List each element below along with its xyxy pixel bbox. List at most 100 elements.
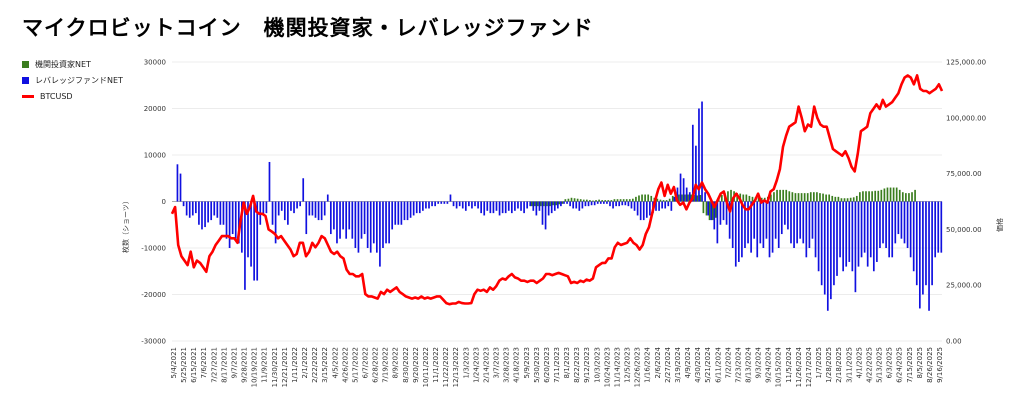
leveraged-bar — [507, 201, 510, 211]
leveraged-bar — [802, 201, 805, 244]
leveraged-bar — [449, 194, 452, 202]
leveraged-bar — [615, 201, 617, 207]
institutional-bar — [546, 201, 548, 207]
leveraged-bar — [823, 201, 826, 295]
leveraged-bar — [213, 201, 216, 216]
leveraged-bar — [179, 173, 182, 202]
leveraged-bar — [351, 201, 354, 239]
leveraged-bar — [826, 201, 829, 311]
leveraged-bar — [572, 201, 575, 209]
leveraged-bar — [790, 201, 792, 244]
chart-title: マイクロビットコイン 機関投資家・レバレッジファンド — [22, 16, 594, 40]
x-tick-label: 9/12/2023 — [583, 347, 591, 383]
institutional-bar — [898, 189, 901, 202]
x-tick-label: 3/15/2022 — [321, 347, 329, 383]
leveraged-bar — [333, 201, 335, 230]
institutional-bar — [757, 197, 760, 202]
leveraged-bar — [372, 201, 375, 244]
leveraged-bar — [317, 201, 320, 221]
leveraged-bar — [256, 201, 259, 281]
leveraged-bar — [774, 201, 777, 239]
leveraged-bar — [323, 201, 326, 216]
leveraged-bar — [415, 201, 418, 214]
x-tick-label: 6/11/2024 — [714, 346, 722, 382]
leveraged-bar — [247, 201, 249, 258]
legend-label-leveraged: レバレッジファンドNET — [35, 75, 123, 85]
leveraged-bar — [682, 178, 685, 202]
leveraged-bar — [388, 201, 390, 244]
x-tick-label: 11/22/2022 — [442, 347, 450, 387]
leveraged-bar — [422, 201, 424, 211]
leveraged-bar — [222, 201, 225, 225]
leveraged-bar — [906, 201, 909, 248]
leveraged-bar — [544, 201, 547, 230]
leveraged-bar — [918, 201, 921, 309]
leveraged-bar — [854, 201, 857, 293]
leveraged-bar — [176, 164, 179, 202]
institutional-bar — [635, 196, 637, 202]
institutional-bar — [794, 193, 797, 202]
leveraged-bar — [535, 201, 538, 216]
institutional-bar — [699, 194, 702, 202]
institutional-bar — [751, 196, 754, 202]
left-axis-ticks: 30000 20000 10000 0 -10000 -20000 -30000 — [141, 59, 166, 346]
institutional-bar — [889, 187, 892, 202]
institutional-bar — [865, 191, 867, 202]
institutional-bar — [543, 201, 545, 207]
institutional-bar — [533, 201, 536, 207]
x-tick-label: 3/11/2025 — [845, 347, 853, 383]
leveraged-bar — [630, 201, 633, 209]
leveraged-bar — [560, 201, 562, 207]
institutional-bar — [782, 189, 785, 202]
x-tick-label: 11/1/2022 — [432, 347, 440, 383]
leveraged-bar — [897, 201, 900, 235]
leveraged-bar — [241, 201, 243, 253]
leveraged-bar — [894, 201, 897, 244]
leveraged-bar — [532, 201, 535, 211]
leveraged-bar — [191, 201, 194, 216]
leveraged-bar — [808, 201, 811, 248]
leveraged-bar — [851, 201, 854, 272]
leveraged-bar — [483, 201, 486, 216]
institutional-bar — [711, 201, 714, 221]
x-tick-label: 9/3/2024 — [755, 346, 763, 378]
leveraged-bar — [765, 201, 768, 239]
leveraged-bar — [455, 201, 458, 209]
leveraged-bar — [314, 201, 317, 218]
leveraged-bar — [784, 201, 786, 225]
legend-item-institutional: 機関投資家NET — [22, 56, 123, 72]
x-tick-label: 6/20/2023 — [543, 347, 551, 383]
institutional-bar — [585, 199, 588, 202]
leveraged-bar — [406, 201, 409, 221]
leveraged-bar — [836, 201, 838, 276]
leveraged-bar — [839, 201, 841, 258]
leveraged-bar — [885, 201, 887, 248]
institutional-bar — [806, 193, 809, 202]
institutional-bar — [773, 192, 775, 202]
leveraged-bar — [185, 201, 188, 216]
x-tick-label: 10/19/2021 — [251, 347, 259, 387]
institutional-bar — [656, 198, 659, 202]
leveraged-bar — [584, 201, 587, 207]
leveraged-bar — [244, 201, 246, 290]
leveraged-bar — [345, 201, 348, 239]
institutional-bar — [558, 201, 561, 205]
leveraged-bar — [599, 201, 602, 204]
x-tick-label: 7/23/2024 — [734, 346, 742, 382]
x-tick-label: 12/21/2021 — [281, 347, 289, 387]
institutional-bar — [650, 195, 653, 202]
leveraged-bar — [909, 201, 912, 258]
leveraged-bar — [403, 201, 406, 221]
right-tick-label: 100,000.00 — [946, 114, 986, 122]
leveraged-bar — [434, 201, 436, 207]
x-tick-label: 2/18/2025 — [835, 347, 843, 383]
leveraged-bar — [768, 201, 771, 258]
leveraged-bar — [474, 201, 476, 207]
institutional-bar — [592, 200, 594, 202]
institutional-bar — [730, 189, 732, 202]
institutional-bar — [567, 198, 570, 202]
left-axis-title: 枚数（ショーツ） — [121, 197, 130, 253]
leveraged-bar — [385, 201, 387, 244]
institutional-bar — [681, 194, 683, 202]
leveraged-bar — [587, 201, 590, 207]
